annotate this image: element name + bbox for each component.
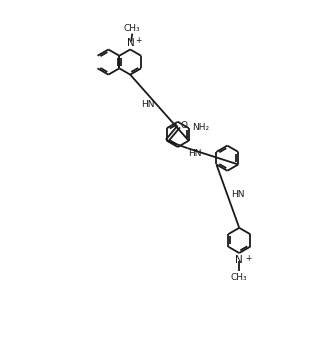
Text: CH₃: CH₃ [231,273,248,282]
Text: HN: HN [188,149,202,158]
Text: HN: HN [141,100,154,109]
Text: NH₂: NH₂ [192,122,209,132]
Text: +: + [135,36,142,44]
Text: N: N [235,255,243,265]
Text: CH₃: CH₃ [124,23,141,33]
Text: N: N [127,38,135,48]
Text: O: O [181,121,188,130]
Text: HN: HN [231,190,244,199]
Text: +: + [245,254,252,263]
